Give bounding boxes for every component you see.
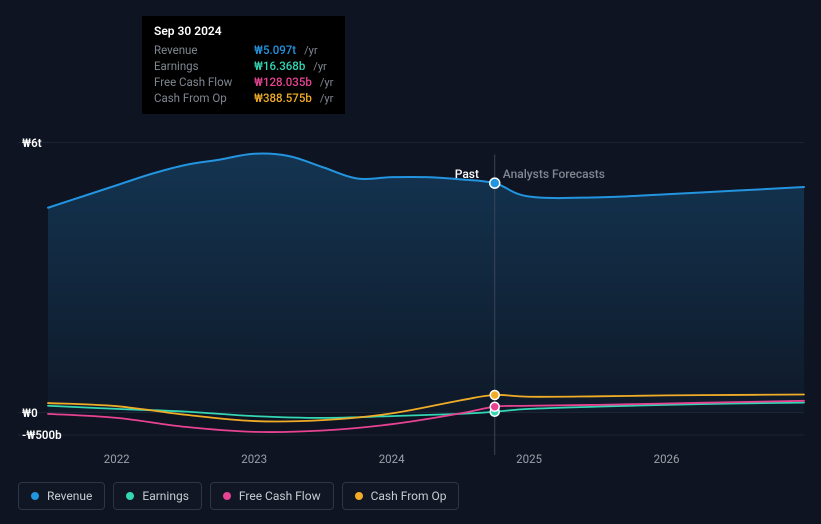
y-axis-label: ₩0 <box>22 406 38 420</box>
tooltip-metric-label: Free Cash Flow <box>154 75 246 89</box>
tooltip-suffix: /yr <box>320 76 333 89</box>
tooltip-suffix: /yr <box>313 60 326 73</box>
x-axis-label: 2024 <box>379 452 405 466</box>
legend-label: Free Cash Flow <box>239 489 321 503</box>
chart-tooltip: Sep 30 2024 Revenue ₩5.097t/yr Earnings ₩16… <box>142 16 345 114</box>
legend-label: Earnings <box>142 489 189 503</box>
y-axis-label: -₩500b <box>22 428 62 442</box>
tooltip-row: Cash From Op ₩388.575b/yr <box>154 90 333 106</box>
tooltip-metric-value: ₩388.575b <box>254 91 312 105</box>
x-axis-label: 2025 <box>516 452 542 466</box>
tooltip-metric-value: ₩5.097t <box>254 43 296 57</box>
tooltip-date: Sep 30 2024 <box>154 24 333 38</box>
legend-dot-icon <box>223 492 231 500</box>
tooltip-metric-label: Cash From Op <box>154 91 246 105</box>
legend-item-free-cash-flow[interactable]: Free Cash Flow <box>210 482 334 510</box>
legend-item-earnings[interactable]: Earnings <box>113 482 202 510</box>
forecast-annotation: Analysts Forecasts <box>503 167 605 181</box>
legend-dot-icon <box>126 492 134 500</box>
tooltip-suffix: /yr <box>320 92 333 105</box>
y-axis-label: ₩6t <box>22 136 42 150</box>
tooltip-suffix: /yr <box>304 44 317 57</box>
chart-svg[interactable] <box>0 0 821 524</box>
tooltip-row: Revenue ₩5.097t/yr <box>154 42 333 58</box>
x-axis-label: 2022 <box>104 452 130 466</box>
tooltip-row: Free Cash Flow ₩128.035b/yr <box>154 74 333 90</box>
tooltip-metric-value: ₩16.368b <box>254 59 305 73</box>
chart-legend: Revenue Earnings Free Cash Flow Cash From O… <box>18 482 459 510</box>
tooltip-metric-label: Earnings <box>154 59 246 73</box>
legend-dot-icon <box>31 492 39 500</box>
tooltip-metric-value: ₩128.035b <box>254 75 312 89</box>
legend-item-cash-from-op[interactable]: Cash From Op <box>342 482 460 510</box>
tooltip-row: Earnings ₩16.368b/yr <box>154 58 333 74</box>
legend-label: Cash From Op <box>371 489 447 503</box>
past-annotation: Past <box>455 167 479 181</box>
legend-item-revenue[interactable]: Revenue <box>18 482 105 510</box>
legend-label: Revenue <box>47 489 92 503</box>
financials-chart: ₩6t ₩0 -₩500b 2022 2023 2024 2025 2026 Past An… <box>0 0 821 524</box>
x-axis-label: 2026 <box>654 452 680 466</box>
x-axis-label: 2023 <box>241 452 267 466</box>
tooltip-metric-label: Revenue <box>154 43 246 57</box>
legend-dot-icon <box>355 492 363 500</box>
